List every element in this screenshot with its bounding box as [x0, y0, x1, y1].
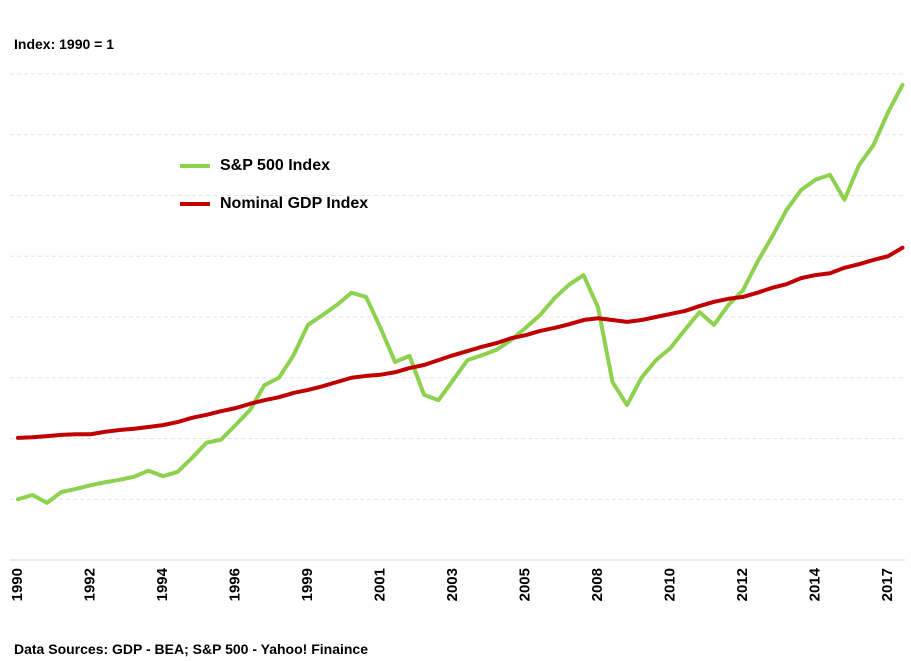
y-axis-label: Index: 1990 = 1 [14, 36, 114, 52]
x-tick-label: 2003 [444, 568, 461, 601]
series-line [16, 82, 905, 505]
legend-label: Nominal GDP Index [220, 195, 368, 212]
x-tick-label: 2001 [371, 568, 388, 601]
x-tick-label: 1990 [9, 568, 26, 601]
source-note: Data Sources: GDP - BEA; S&P 500 - Yahoo… [14, 641, 368, 657]
x-tick-label: 1999 [299, 568, 316, 601]
x-tick-label: 1992 [81, 568, 98, 601]
x-tick-label: 2014 [806, 567, 823, 601]
x-tick-label: 2005 [516, 568, 533, 601]
x-tick-label: 2012 [734, 568, 751, 601]
x-tick-label: 2008 [589, 568, 606, 601]
x-tick-label: 2017 [879, 568, 896, 601]
legend-label: S&P 500 Index [220, 157, 330, 174]
series-line [16, 245, 905, 440]
x-tick-label: 1994 [154, 567, 171, 601]
x-tick-label: 1996 [226, 568, 243, 601]
x-tick-label: 2010 [661, 568, 678, 601]
